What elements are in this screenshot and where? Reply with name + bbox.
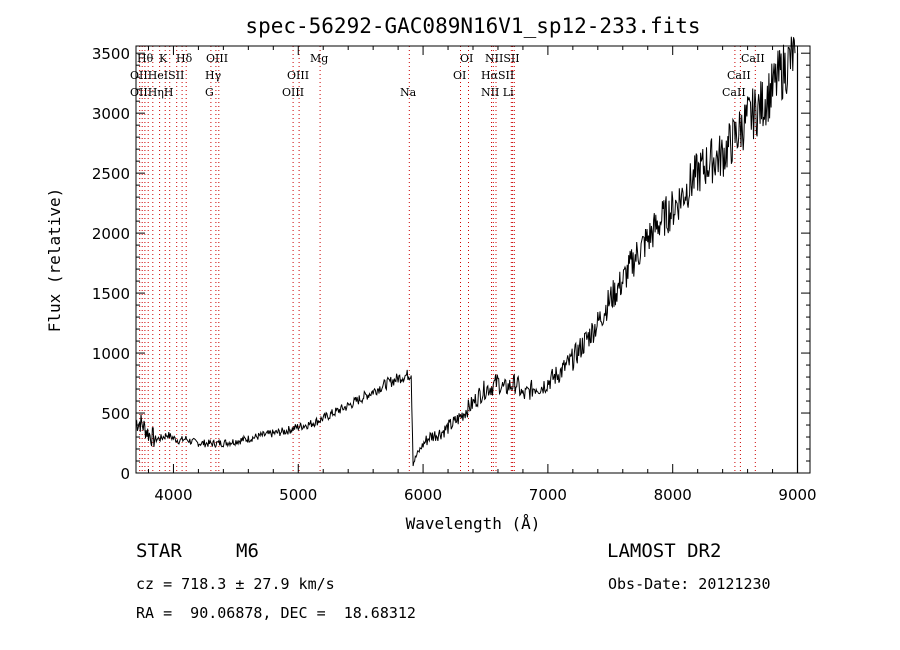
x-tick-label: 7000 (529, 486, 567, 504)
observation-date: Obs-Date: 20121230 (608, 575, 771, 593)
spectral-line-label: K (159, 52, 168, 65)
spectral-line-label: OIIHηH (130, 86, 173, 99)
spectrum-line (135, 36, 796, 467)
spectral-line-label: Hγ (205, 69, 222, 82)
x-tick-label: 8000 (654, 486, 692, 504)
y-tick-label: 500 (101, 405, 130, 423)
chart-title: spec-56292-GAC089N16V1_sp12-233.fits (245, 14, 700, 38)
plot-frame (135, 45, 811, 474)
spectrum-series (135, 36, 799, 473)
spectral-line-label: G (205, 86, 214, 99)
x-tick-label: 9000 (778, 486, 816, 504)
x-tick-label: 5000 (279, 486, 317, 504)
y-tick-label: 2500 (92, 165, 130, 183)
spectral-line-label: Hδ (176, 52, 193, 65)
x-axis-label: Wavelength (Å) (406, 514, 541, 533)
x-axis: 4000 5000 6000 7000 8000 9000 (147, 46, 817, 504)
survey-name: LAMOST DR2 (607, 540, 722, 562)
spectral-line-label: OIII (282, 86, 304, 99)
y-tick-label: 3500 (92, 45, 130, 63)
y-tick-label: 2000 (92, 225, 130, 243)
spectral-line-label: Na (400, 86, 417, 99)
x-tick-label: 4000 (154, 486, 192, 504)
spectral-line-label: CaII (741, 52, 765, 65)
spectral-line-label: NII Li (481, 86, 514, 99)
spectral-line-label: OIII (287, 69, 309, 82)
spectral-line-label: NIISII (485, 52, 520, 65)
spectral-line-label: CaII (727, 69, 751, 82)
spectral-line-markers (139, 46, 756, 473)
spectral-line-label: OIII (206, 52, 228, 65)
y-tick-label: 3000 (92, 105, 130, 123)
y-tick-label: 1500 (92, 285, 130, 303)
y-tick-label: 0 (120, 465, 130, 483)
spectrum-chart: spec-56292-GAC089N16V1_sp12-233.fits Hθ K… (45, 14, 817, 533)
spectral-line-label: OIIHeISII (130, 69, 184, 82)
object-subclass: M6 (236, 540, 259, 562)
spectral-line-label: Hθ (137, 52, 154, 65)
y-axis: 0 500 1000 1500 2000 2500 3000 3500 (92, 45, 810, 483)
sky-coordinates: RA = 90.06878, DEC = 18.68312 (136, 604, 416, 622)
y-axis-label: Flux (relative) (45, 188, 64, 333)
redshift-velocity: cz = 718.3 ± 27.9 km/s (136, 575, 335, 593)
spectral-line-label: Mg (310, 52, 328, 65)
y-tick-label: 1000 (92, 345, 130, 363)
spectral-line-label: CaII (722, 86, 746, 99)
spectral-line-label: OI (460, 52, 473, 65)
object-class: STAR (136, 540, 182, 562)
x-tick-label: 6000 (404, 486, 442, 504)
spectral-line-label: OI (453, 69, 466, 82)
spectral-line-label: HαSII (481, 69, 514, 82)
